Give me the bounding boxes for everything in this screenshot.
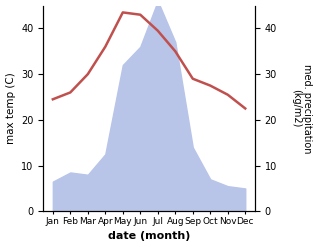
X-axis label: date (month): date (month)	[108, 231, 190, 242]
Y-axis label: med. precipitation
(kg/m2): med. precipitation (kg/m2)	[291, 64, 313, 153]
Y-axis label: max temp (C): max temp (C)	[5, 73, 16, 144]
